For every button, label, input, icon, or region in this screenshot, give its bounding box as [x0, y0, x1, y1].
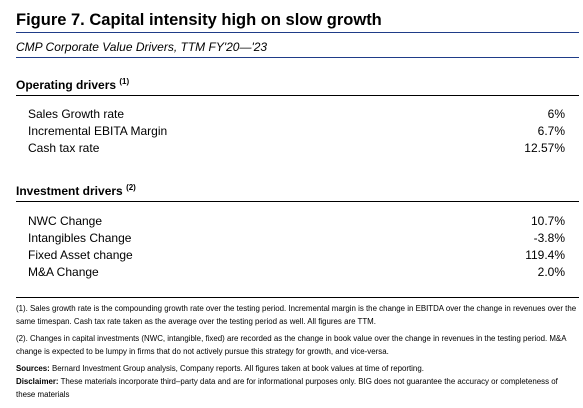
- operating-drivers-table: Sales Growth rate 6% Incremental EBITA M…: [16, 106, 579, 157]
- operating-drivers-footnote-ref: (1): [119, 77, 130, 86]
- footnotes: (1). Sales growth rate is the compoundin…: [16, 297, 579, 401]
- row-label: Cash tax rate: [28, 141, 100, 155]
- row-value: 119.4%: [525, 248, 565, 262]
- row-value: 2.0%: [537, 265, 565, 279]
- row-value: 6%: [547, 107, 565, 121]
- row-label: Sales Growth rate: [28, 107, 125, 121]
- operating-drivers-heading: Operating drivers (1): [16, 78, 579, 96]
- table-row: Cash tax rate 12.57%: [28, 140, 565, 157]
- investment-drivers-footnote-ref: (2): [126, 183, 136, 192]
- table-row: Fixed Asset change 119.4%: [28, 247, 565, 264]
- sources-text: Bernard Investment Group analysis, Compa…: [49, 364, 424, 373]
- disclaimer-note: Disclaimer: These materials incorporate …: [16, 375, 579, 401]
- row-value: -3.8%: [533, 231, 565, 245]
- row-value: 6.7%: [537, 124, 565, 138]
- figure-title: Figure 7. Capital intensity high on slow…: [16, 0, 579, 33]
- investment-drivers-table: NWC Change 10.7% Intangibles Change -3.8…: [16, 213, 579, 281]
- row-label: Intangibles Change: [28, 231, 132, 245]
- sources-label: Sources:: [16, 364, 50, 373]
- table-row: NWC Change 10.7%: [28, 213, 565, 230]
- investment-drivers-title: Investment drivers: [16, 184, 123, 198]
- disclaimer-label: Disclaimer:: [16, 377, 59, 386]
- table-row: Incremental EBITA Margin 6.7%: [28, 123, 565, 140]
- footnote-2: (2). Changes in capital investments (NWC…: [16, 334, 567, 356]
- row-label: Incremental EBITA Margin: [28, 124, 168, 138]
- table-row: Sales Growth rate 6%: [28, 106, 565, 123]
- disclaimer-text: These materials incorporate third–party …: [16, 377, 558, 399]
- figure-subtitle: CMP Corporate Value Drivers, TTM FY'20—'…: [16, 39, 579, 58]
- row-value: 10.7%: [530, 214, 565, 228]
- footnote-1: (1). Sales growth rate is the compoundin…: [16, 304, 577, 326]
- table-row: M&A Change 2.0%: [28, 264, 565, 281]
- operating-drivers-title: Operating drivers: [16, 78, 117, 92]
- sources-note: Sources: Bernard Investment Group analys…: [16, 362, 579, 375]
- table-row: Intangibles Change -3.8%: [28, 230, 565, 247]
- investment-drivers-heading: Investment drivers (2): [16, 184, 579, 202]
- row-value: 12.57%: [524, 141, 565, 155]
- row-label: M&A Change: [28, 265, 99, 279]
- row-label: NWC Change: [28, 214, 103, 228]
- row-label: Fixed Asset change: [28, 248, 133, 262]
